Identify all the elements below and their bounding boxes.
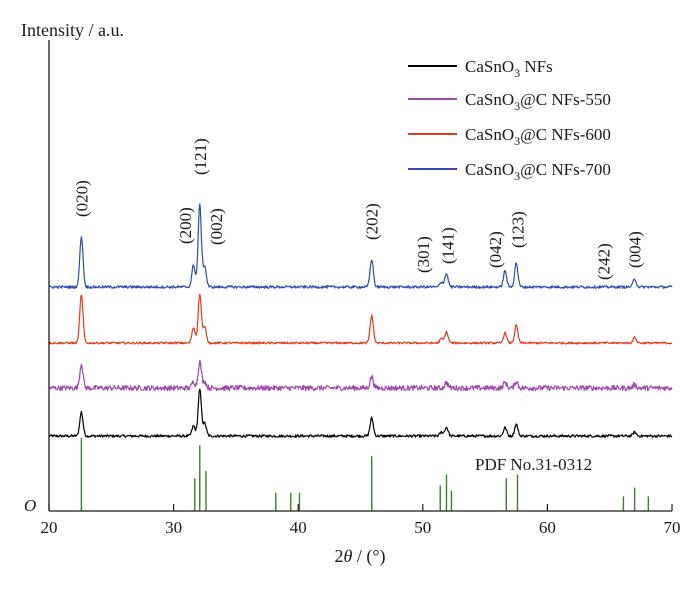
peak-label: (242) bbox=[594, 243, 613, 280]
x-axis-title-unit: / (°) bbox=[352, 546, 385, 567]
legend-label-sub: 3 bbox=[514, 134, 520, 148]
reference-pattern-label: PDF No.31-0312 bbox=[475, 455, 592, 474]
peak-label: (020) bbox=[72, 180, 91, 217]
legend-label-main: CaSnO bbox=[465, 125, 514, 144]
x-tick-label: 60 bbox=[539, 518, 556, 537]
peak-label: (123) bbox=[508, 211, 527, 248]
legend-label-rest: @C NFs-700 bbox=[520, 160, 611, 179]
peak-label: (002) bbox=[207, 208, 226, 245]
peak-annotations: (020) (200) (121) (002) (202) (301) (141) (042)… bbox=[72, 138, 644, 280]
legend-label-main: CaSnO bbox=[465, 90, 514, 109]
legend-label-sub: 3 bbox=[514, 169, 520, 183]
origin-label: O bbox=[24, 496, 36, 515]
series-line bbox=[48, 388, 673, 438]
x-tick-label: 30 bbox=[165, 518, 182, 537]
legend-label: CaSnO3@C NFs-550 bbox=[465, 90, 611, 113]
legend-label: CaSnO3 NFs bbox=[465, 57, 553, 80]
peak-label: (121) bbox=[191, 138, 210, 175]
peak-label: (301) bbox=[414, 236, 433, 273]
series-line bbox=[48, 359, 673, 392]
y-axis-title: Intensity / a.u. bbox=[21, 20, 124, 40]
x-axis-title-prefix: 2 bbox=[334, 546, 343, 566]
legend-label-sub: 3 bbox=[514, 99, 520, 113]
x-tick-label: 50 bbox=[414, 518, 431, 537]
legend-label-main: CaSnO bbox=[465, 160, 514, 179]
legend-label-rest: NFs bbox=[520, 57, 553, 76]
peak-label: (004) bbox=[626, 231, 645, 268]
series-line bbox=[48, 203, 673, 289]
legend-label-sub: 3 bbox=[514, 66, 520, 80]
x-axis-title: 2θ / (°) bbox=[334, 546, 385, 567]
peak-label: (141) bbox=[439, 227, 458, 264]
legend-label-rest: @C NFs-600 bbox=[520, 125, 611, 144]
x-tick-group: 20 30 40 50 60 70 bbox=[41, 504, 681, 537]
x-axis-title-theta: θ bbox=[343, 546, 352, 566]
peak-label: (202) bbox=[363, 203, 382, 240]
x-tick-label: 40 bbox=[290, 518, 307, 537]
peak-label: (200) bbox=[176, 207, 195, 244]
legend-label: CaSnO3@C NFs-600 bbox=[465, 125, 611, 148]
peak-label: (042) bbox=[486, 231, 505, 268]
series-line bbox=[48, 293, 673, 345]
x-tick-label: 20 bbox=[41, 518, 58, 537]
legend-label: CaSnO3@C NFs-700 bbox=[465, 160, 611, 183]
legend-label-rest: @C NFs-550 bbox=[520, 90, 611, 109]
x-tick-label: 70 bbox=[664, 518, 681, 537]
legend-label-main: CaSnO bbox=[465, 57, 514, 76]
plot-area bbox=[48, 203, 673, 511]
